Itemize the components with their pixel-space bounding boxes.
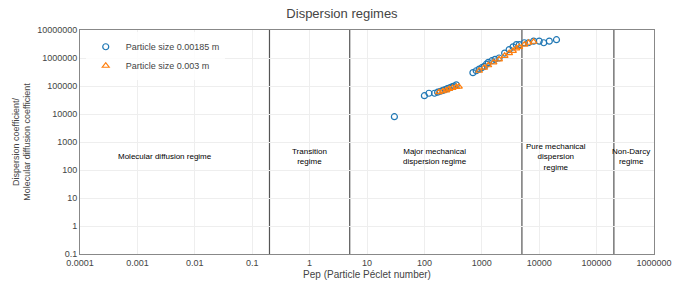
svg-text:1000000: 1000000 [636,258,671,268]
svg-text:Particle size 0.003 m: Particle size 0.003 m [126,61,210,71]
svg-text:10000: 10000 [52,109,77,119]
svg-text:100: 100 [417,258,432,268]
svg-text:1000000: 1000000 [42,53,77,63]
svg-text:1: 1 [72,221,77,231]
svg-text:Pure mechanicaldispersionregim: Pure mechanicaldispersionregime [526,142,586,172]
svg-text:Dispersion coefficient/Molecul: Dispersion coefficient/Molecular diffusi… [11,83,33,201]
svg-text:Non-Darcyregime: Non-Darcyregime [612,147,650,166]
svg-text:1000: 1000 [472,258,492,268]
svg-text:1: 1 [307,258,312,268]
svg-text:Molecular diffusion regime: Molecular diffusion regime [118,152,212,161]
svg-text:Particle size 0.00185 m: Particle size 0.00185 m [126,42,220,52]
svg-text:10000000: 10000000 [37,25,77,35]
svg-text:0.1: 0.1 [65,249,78,259]
svg-text:100000: 100000 [582,258,612,268]
svg-text:10: 10 [67,193,77,203]
svg-text:1000: 1000 [57,137,77,147]
svg-text:100000: 100000 [47,81,77,91]
svg-text:Transitionregime: Transitionregime [292,147,327,166]
svg-text:Major mechanicaldispersion reg: Major mechanicaldispersion regime [403,147,467,166]
svg-text:0.01: 0.01 [186,258,204,268]
svg-text:10: 10 [362,258,372,268]
svg-text:Pep (Particle Péclet number): Pep (Particle Péclet number) [303,269,431,280]
svg-text:Dispersion regimes: Dispersion regimes [286,6,398,21]
svg-text:0.1: 0.1 [246,258,259,268]
svg-text:0.0001: 0.0001 [66,258,94,268]
svg-text:0.001: 0.001 [126,258,149,268]
svg-text:10000: 10000 [527,258,552,268]
svg-text:100: 100 [62,165,77,175]
